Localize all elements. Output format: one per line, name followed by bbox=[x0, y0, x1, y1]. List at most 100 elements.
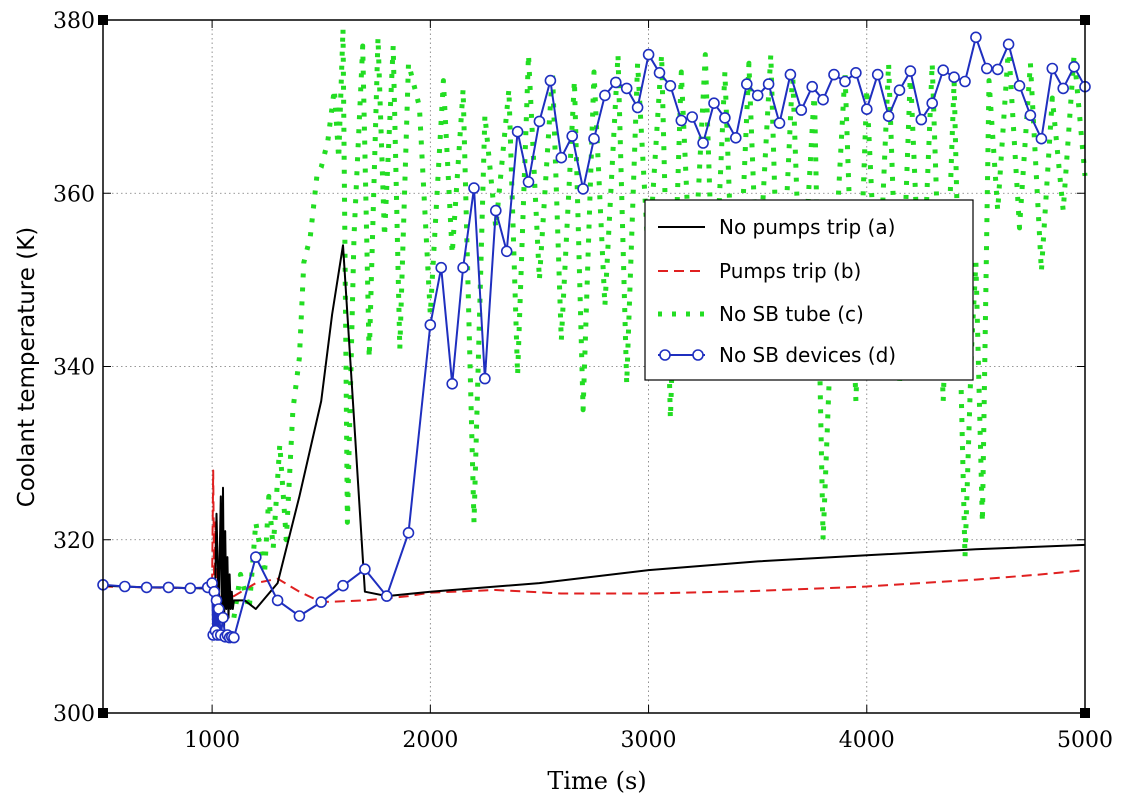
data-point-4 bbox=[228, 631, 240, 644]
data-point-4 bbox=[697, 137, 709, 149]
data-point-4 bbox=[762, 78, 775, 90]
x-tick-label: 5000 bbox=[1057, 728, 1113, 753]
data-point-4 bbox=[740, 78, 753, 90]
data-point-4 bbox=[850, 67, 862, 79]
data-point-4 bbox=[860, 103, 873, 115]
data-point-4 bbox=[773, 117, 786, 129]
data-point-4 bbox=[435, 261, 448, 274]
data-point-4 bbox=[315, 596, 328, 608]
data-point-4 bbox=[402, 526, 415, 539]
series-line-3 bbox=[231, 26, 1088, 619]
data-point-4 bbox=[489, 204, 502, 217]
x-tick-label: 1000 bbox=[184, 728, 240, 753]
data-point-4 bbox=[620, 82, 633, 95]
data-point-4 bbox=[751, 89, 764, 102]
data-point-4 bbox=[1002, 38, 1015, 51]
data-point-4 bbox=[828, 68, 840, 81]
data-point-4 bbox=[980, 62, 993, 75]
data-point-4 bbox=[380, 590, 393, 602]
data-point-4 bbox=[577, 183, 589, 195]
data-point-4 bbox=[479, 372, 491, 385]
data-point-4 bbox=[293, 610, 306, 622]
axes: 1000 2000 3000 4000 5000 300 320 340 360 380 bbox=[53, 9, 1113, 753]
data-point-4 bbox=[839, 75, 851, 88]
data-point-4 bbox=[1035, 132, 1048, 145]
data-point-4 bbox=[588, 132, 600, 145]
data-point-4 bbox=[729, 132, 742, 144]
data-point-4 bbox=[609, 76, 622, 89]
y-tick-label: 320 bbox=[53, 529, 95, 554]
data-point-4 bbox=[566, 130, 579, 142]
y-tick-label: 340 bbox=[53, 356, 95, 381]
data-point-4 bbox=[250, 551, 262, 563]
legend-marker-d bbox=[659, 349, 671, 361]
legend-label-b: Pumps trip (b) bbox=[719, 259, 861, 283]
data-point-4 bbox=[642, 48, 655, 61]
data-point-4 bbox=[675, 114, 688, 127]
data-point-4 bbox=[817, 93, 829, 106]
y-tick-label: 380 bbox=[53, 9, 95, 34]
legend: No pumps trip (a) Pumps trip (b) No SB t… bbox=[644, 199, 974, 381]
data-point-4 bbox=[446, 377, 459, 390]
data-point-4 bbox=[664, 80, 677, 92]
y-tick-label: 360 bbox=[53, 182, 95, 207]
data-point-4 bbox=[555, 151, 568, 164]
data-point-4 bbox=[991, 63, 1004, 76]
corner-marker bbox=[1080, 708, 1090, 718]
data-point-4 bbox=[937, 64, 950, 76]
legend-label-c: No SB tube (c) bbox=[719, 302, 864, 326]
data-point-4 bbox=[217, 611, 229, 624]
data-point-4 bbox=[119, 580, 131, 593]
x-axis-label: Time (s) bbox=[547, 767, 646, 795]
data-point-4 bbox=[500, 245, 513, 258]
data-point-4 bbox=[893, 84, 906, 96]
data-point-4 bbox=[511, 125, 524, 138]
data-point-4 bbox=[359, 563, 371, 576]
data-point-4 bbox=[184, 582, 197, 595]
data-point-4 bbox=[871, 68, 884, 81]
data-point-4 bbox=[970, 31, 982, 44]
corner-marker bbox=[98, 708, 108, 718]
data-point-4 bbox=[708, 97, 720, 109]
data-point-4 bbox=[162, 581, 175, 594]
data-point-4 bbox=[1024, 109, 1037, 122]
data-point-4 bbox=[468, 182, 480, 194]
data-point-4 bbox=[533, 115, 546, 128]
data-point-4 bbox=[271, 594, 284, 607]
data-point-4 bbox=[1057, 82, 1069, 95]
data-point-4 bbox=[882, 110, 895, 122]
data-point-4 bbox=[959, 75, 971, 88]
data-point-4 bbox=[424, 319, 437, 331]
data-point-4 bbox=[631, 101, 644, 114]
data-point-4 bbox=[806, 80, 819, 93]
corner-marker bbox=[98, 15, 108, 25]
x-tick-label: 2000 bbox=[402, 728, 458, 753]
data-point-4 bbox=[599, 89, 611, 102]
data-point-4 bbox=[915, 113, 928, 126]
legend-marker-d bbox=[692, 349, 704, 361]
data-point-4 bbox=[653, 67, 666, 79]
legend-label-d: No SB devices (d) bbox=[719, 343, 896, 367]
data-point-4 bbox=[948, 71, 960, 83]
data-point-4 bbox=[457, 261, 469, 274]
legend-box bbox=[644, 199, 974, 381]
data-point-4 bbox=[337, 579, 349, 592]
data-point-4 bbox=[719, 112, 731, 124]
data-point-4 bbox=[1068, 61, 1080, 73]
data-point-4 bbox=[140, 581, 153, 594]
series-line-2 bbox=[102, 469, 1086, 619]
data-point-4 bbox=[522, 176, 535, 188]
y-tick-label: 300 bbox=[53, 702, 95, 727]
data-point-4 bbox=[544, 74, 557, 87]
x-tick-label: 3000 bbox=[621, 728, 677, 753]
data-point-4 bbox=[904, 65, 917, 77]
data-point-4 bbox=[1013, 80, 1026, 92]
data-point-4 bbox=[686, 111, 699, 123]
y-axis-label: Coolant temperature (K) bbox=[14, 227, 40, 508]
x-tick-label: 4000 bbox=[839, 728, 895, 753]
corner-marker bbox=[1080, 15, 1090, 25]
data-point-4 bbox=[784, 68, 797, 81]
data-point-4 bbox=[795, 104, 808, 116]
legend-label-a: No pumps trip (a) bbox=[719, 215, 895, 239]
